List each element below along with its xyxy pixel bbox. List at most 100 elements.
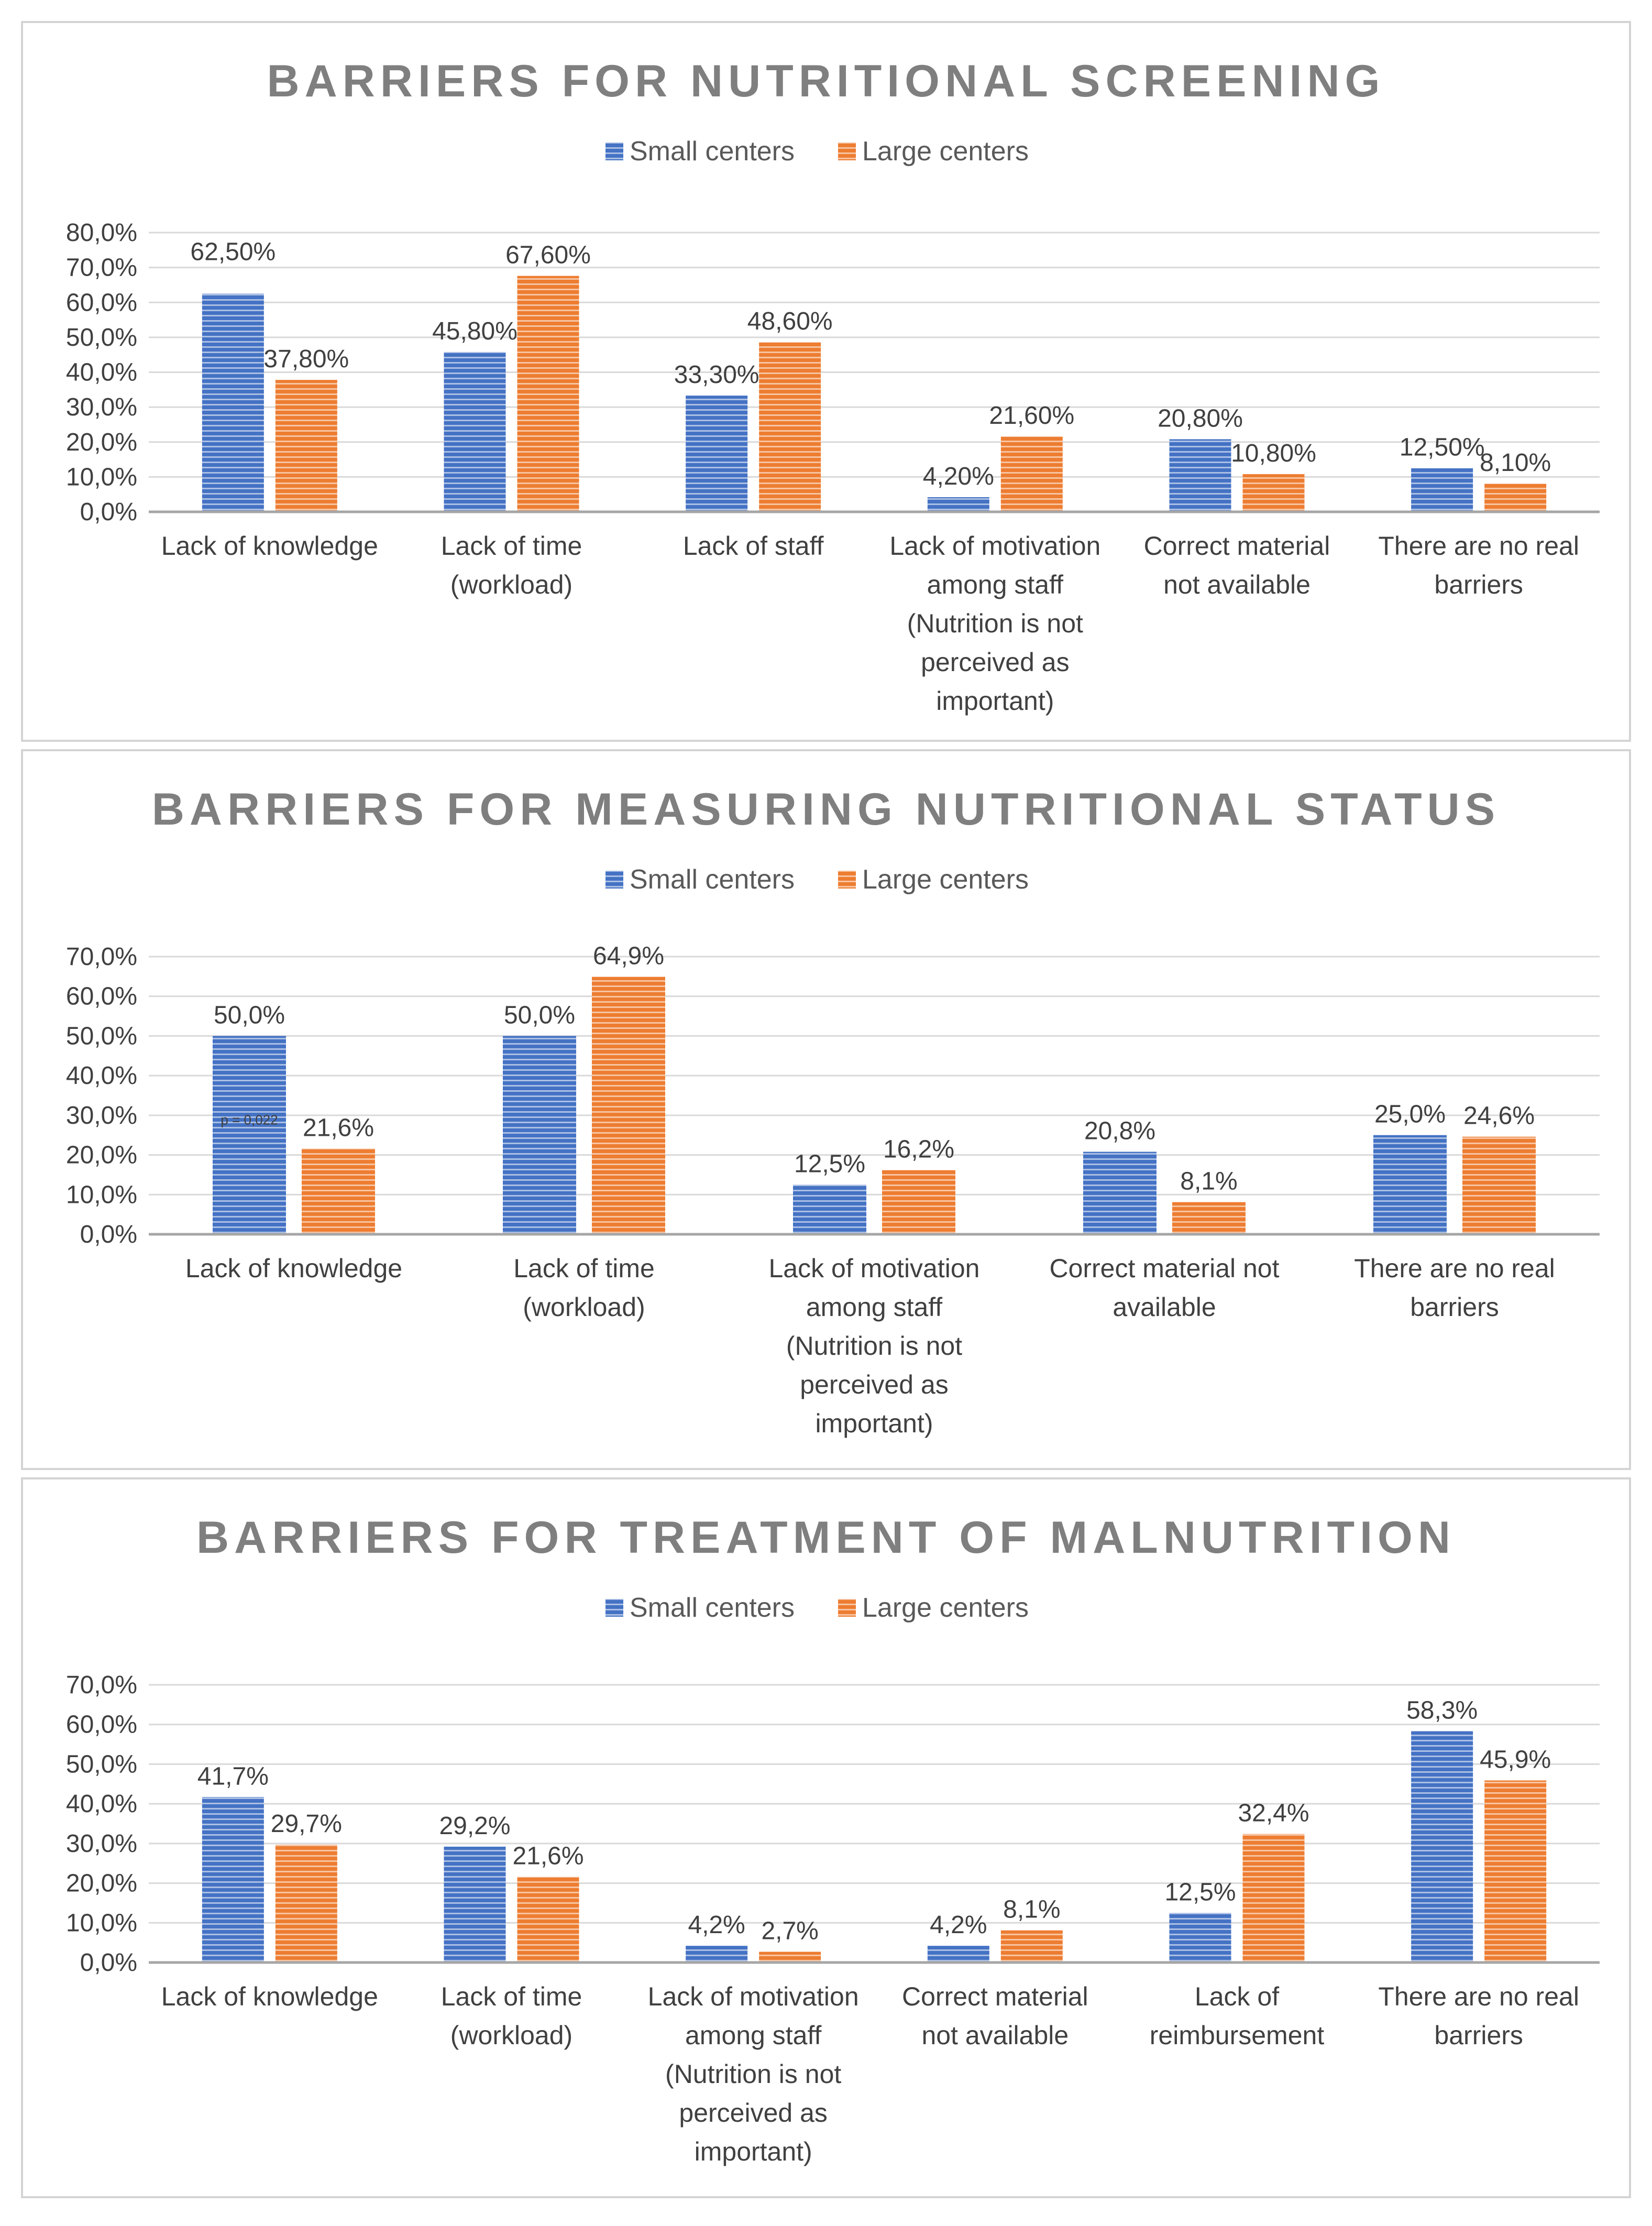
bar-large-4 [1462,1136,1536,1234]
y-tick-label: 20,0% [66,1870,137,1898]
chart-title: BARRIERS FOR MEASURING NUTRITIONAL STATU… [152,784,1500,835]
bar-small-1 [503,1036,576,1234]
bar-small-1 [444,352,506,512]
category-label-1: (workload) [450,570,572,599]
y-tick-label: 50,0% [66,1022,137,1050]
category-label-5: barriers [1434,2021,1523,2050]
category-label-2: perceived as [679,2098,828,2128]
data-label-small-0: 41,7% [197,1762,269,1790]
category-label-1: (workload) [450,2021,572,2050]
y-tick-label: 50,0% [66,1750,137,1778]
category-label-3: among staff [927,570,1063,599]
category-label-3: not available [921,2021,1069,2050]
data-label-large-1: 64,9% [593,942,664,970]
bar-large-0 [302,1148,375,1234]
category-label-5: There are no real [1378,1982,1579,2011]
bar-small-0 [202,1797,264,1962]
y-tick-label: 70,0% [66,943,137,971]
category-label-2: important) [695,2137,812,2166]
category-label-4: There are no real [1354,1254,1555,1283]
category-label-1: Lack of time [441,1982,582,2011]
category-label-2: (Nutrition is not [665,2059,841,2089]
y-tick-label: 60,0% [66,289,137,316]
category-label-3: available [1113,1292,1216,1322]
data-label-small-3: 4,20% [923,463,994,490]
data-label-large-1: 21,6% [512,1842,583,1870]
legend-swatch-small [605,871,623,889]
data-label-large-0: 21,6% [303,1114,374,1142]
chart-treatment: BARRIERS FOR TREATMENT OF MALNUTRITION Sm… [66,1512,1600,2166]
data-label-large-3: 8,1% [1003,1896,1060,1924]
bar-small-1 [444,1846,506,1962]
bar-large-0 [275,380,337,512]
data-label-large-4: 24,6% [1463,1102,1535,1130]
category-label-3: perceived as [921,648,1070,677]
data-label-small-0: 62,50% [190,238,276,266]
data-label-small-2: 12,5% [794,1150,865,1178]
data-label-small-3: 4,2% [930,1911,987,1939]
category-label-2: important) [815,1409,933,1438]
data-label-large-2: 48,60% [747,308,833,335]
bar-small-0 [213,1036,286,1234]
category-label-5: There are no real [1378,531,1579,561]
bar-large-0 [275,1845,337,1962]
data-label-small-4: 12,5% [1164,1878,1236,1906]
category-label-2: among staff [806,1292,942,1322]
legend-swatch-small [605,142,623,160]
y-tick-label: 0,0% [80,498,137,526]
data-label-large-4: 10,80% [1231,440,1316,467]
bar-large-1 [517,276,579,512]
data-label-small-0: 50,0% [214,1001,285,1029]
legend-label-small: Small centers [630,1593,795,1623]
data-label-large-4: 32,4% [1238,1800,1309,1827]
bar-small-4 [1169,439,1231,512]
legend-label-large: Large centers [862,136,1029,167]
bar-large-4 [1242,1834,1305,1962]
category-label-3: Correct material [902,1982,1088,2011]
chart-title: BARRIERS FOR NUTRITIONAL SCREENING [267,56,1385,106]
category-label-4: not available [1163,570,1310,599]
bar-large-3 [1000,436,1063,512]
bar-large-3 [1172,1202,1246,1234]
y-tick-label: 70,0% [66,254,137,282]
legend-label-large: Large centers [862,1593,1029,1623]
legend-label-small: Small centers [630,864,795,895]
data-label-large-5: 8,10% [1480,449,1551,477]
data-label-large-1: 67,60% [505,242,591,269]
y-tick-label: 40,0% [66,1062,137,1090]
data-label-large-0: 37,80% [263,345,349,373]
y-tick-label: 60,0% [66,983,137,1011]
category-label-4: Lack of [1195,1982,1279,2011]
category-label-2: Lack of motivation [769,1254,980,1283]
chart-measuring: BARRIERS FOR MEASURING NUTRITIONAL STATU… [66,784,1600,1438]
bar-small-2 [686,396,748,512]
y-tick-label: 40,0% [66,359,137,387]
category-label-0: Lack of knowledge [185,1254,402,1283]
y-tick-label: 20,0% [66,1142,137,1169]
y-tick-label: 0,0% [80,1949,137,1977]
legend-swatch-large [838,142,856,160]
data-label-small-4: 20,80% [1158,404,1243,432]
bar-large-3 [1000,1930,1063,1962]
legend-swatch-small [605,1599,623,1617]
bar-small-2 [686,1946,748,1962]
bar-small-3 [927,1946,989,1962]
category-label-2: perceived as [800,1370,949,1399]
data-label-small-5: 12,50% [1400,434,1485,462]
data-label-large-2: 2,7% [761,1917,818,1945]
data-label-small-2: 33,30% [674,361,759,389]
category-label-5: barriers [1434,570,1523,599]
bar-small-5 [1411,1731,1473,1962]
category-label-3: Correct material not [1049,1254,1279,1283]
data-label-small-1: 45,80% [432,317,517,345]
data-label-large-3: 21,60% [989,402,1074,430]
bar-small-5 [1411,468,1473,512]
y-tick-label: 60,0% [66,1711,137,1739]
category-label-4: reimbursement [1150,2021,1325,2050]
data-label-small-2: 4,2% [688,1911,745,1939]
chart-panel-measuring: BARRIERS FOR MEASURING NUTRITIONAL STATU… [21,749,1631,1470]
chart-screening: BARRIERS FOR NUTRITIONAL SCREENING Small … [66,56,1600,716]
bar-large-2 [882,1170,955,1234]
legend-swatch-large [838,871,856,889]
